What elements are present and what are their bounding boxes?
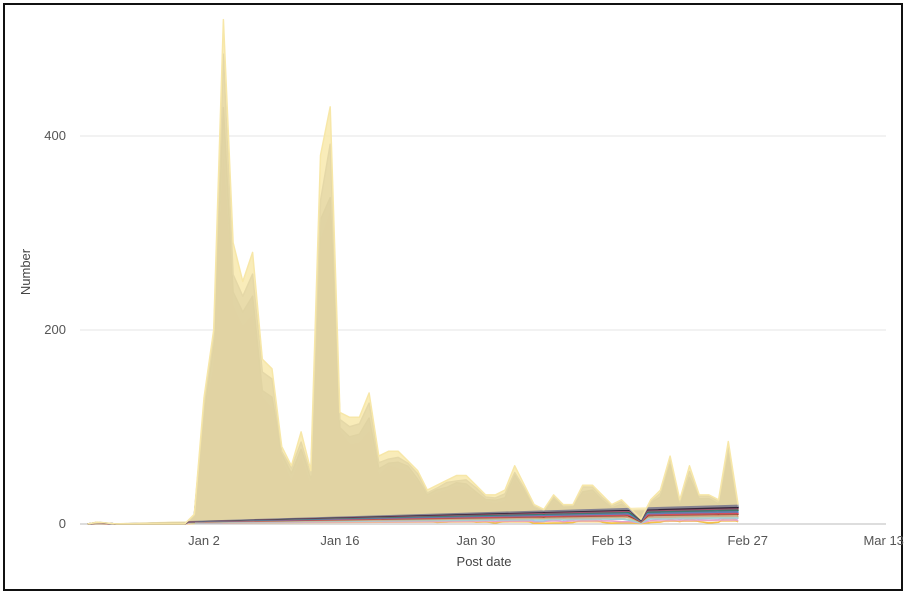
x-tick-label: Feb 27	[728, 533, 768, 548]
x-axis-title: Post date	[457, 554, 512, 569]
y-tick-label: 200	[44, 322, 66, 337]
x-tick-label: Jan 2	[188, 533, 220, 548]
x-tick-label: Jan 30	[456, 533, 495, 548]
x-tick-labels: Jan 2 Jan 16 Jan 30 Feb 13 Feb 27 Mar 13	[188, 533, 904, 548]
series-areas	[87, 18, 739, 525]
series-area	[87, 53, 739, 525]
x-tick-label: Mar 13	[863, 533, 903, 548]
x-tick-label: Feb 13	[592, 533, 632, 548]
x-tick-label: Jan 16	[320, 533, 359, 548]
series-area	[87, 106, 739, 525]
y-tick-label: 400	[44, 128, 66, 143]
series-area	[87, 18, 739, 525]
y-axis-title: Number	[18, 248, 33, 295]
y-tick-label: 0	[59, 516, 66, 531]
y-tick-labels: 0 200 400	[44, 128, 66, 531]
